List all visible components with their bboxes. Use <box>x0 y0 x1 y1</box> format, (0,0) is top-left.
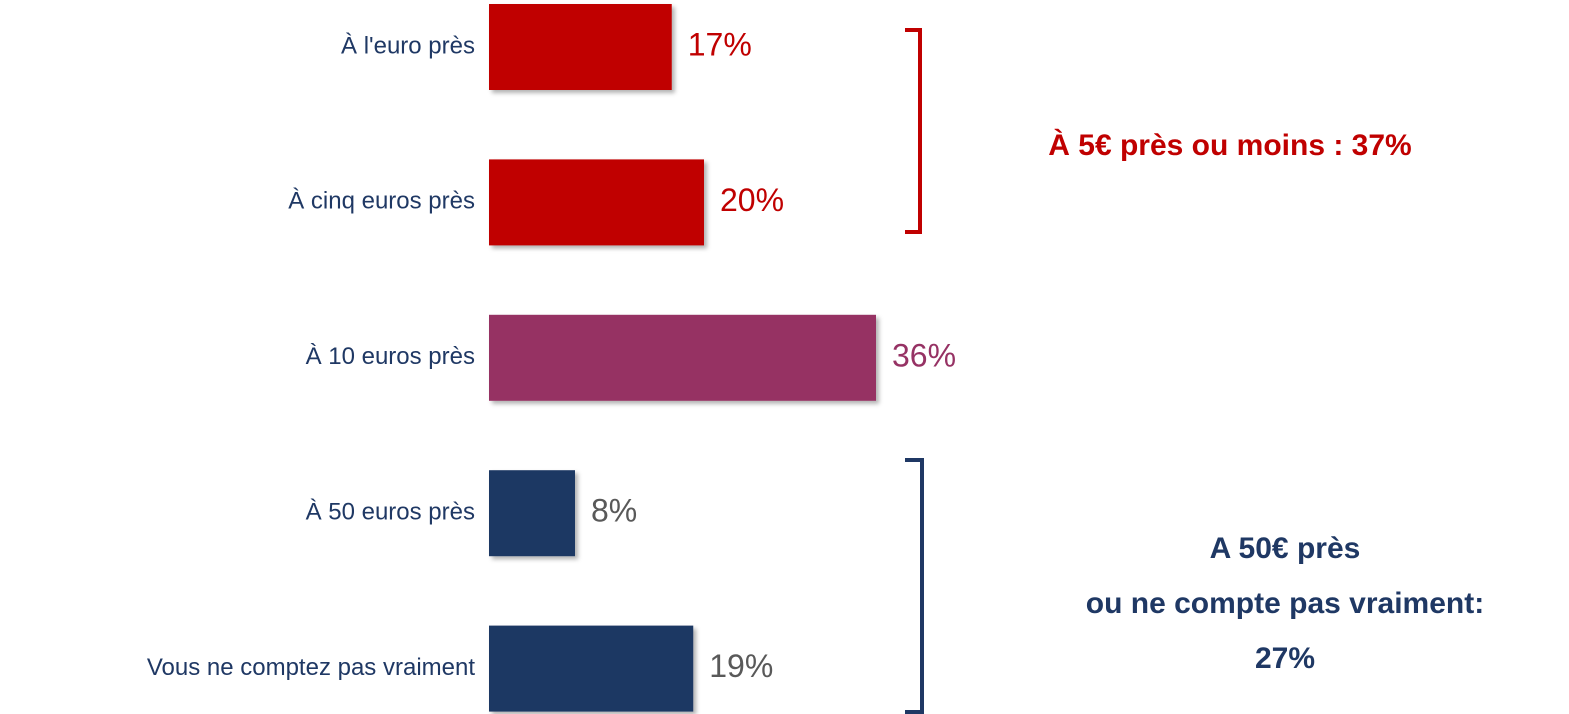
annotation: A 50€ près <box>1210 532 1361 565</box>
value-label: 36% <box>892 337 956 373</box>
annotation: À 5€ près ou moins : 37% <box>1048 128 1411 162</box>
bracket <box>905 458 924 714</box>
bracket <box>905 28 922 234</box>
value-label: 19% <box>709 648 773 684</box>
bar <box>489 625 694 712</box>
bar <box>489 470 575 557</box>
value-label: 20% <box>720 182 784 218</box>
category-label: À 10 euros près <box>306 343 475 370</box>
category-label: À 50 euros près <box>306 499 475 526</box>
value-label: 8% <box>591 493 637 529</box>
bar <box>489 4 672 90</box>
bar <box>489 159 704 246</box>
category-label: Vous ne comptez pas vraiment <box>147 654 476 681</box>
category-label: À l'euro près <box>341 32 475 59</box>
value-label: 17% <box>688 26 752 62</box>
annotation: 27% <box>1255 642 1315 675</box>
bar <box>489 314 876 401</box>
category-label: À cinq euros près <box>288 188 475 215</box>
annotation: ou ne compte pas vraiment: <box>1086 587 1484 620</box>
